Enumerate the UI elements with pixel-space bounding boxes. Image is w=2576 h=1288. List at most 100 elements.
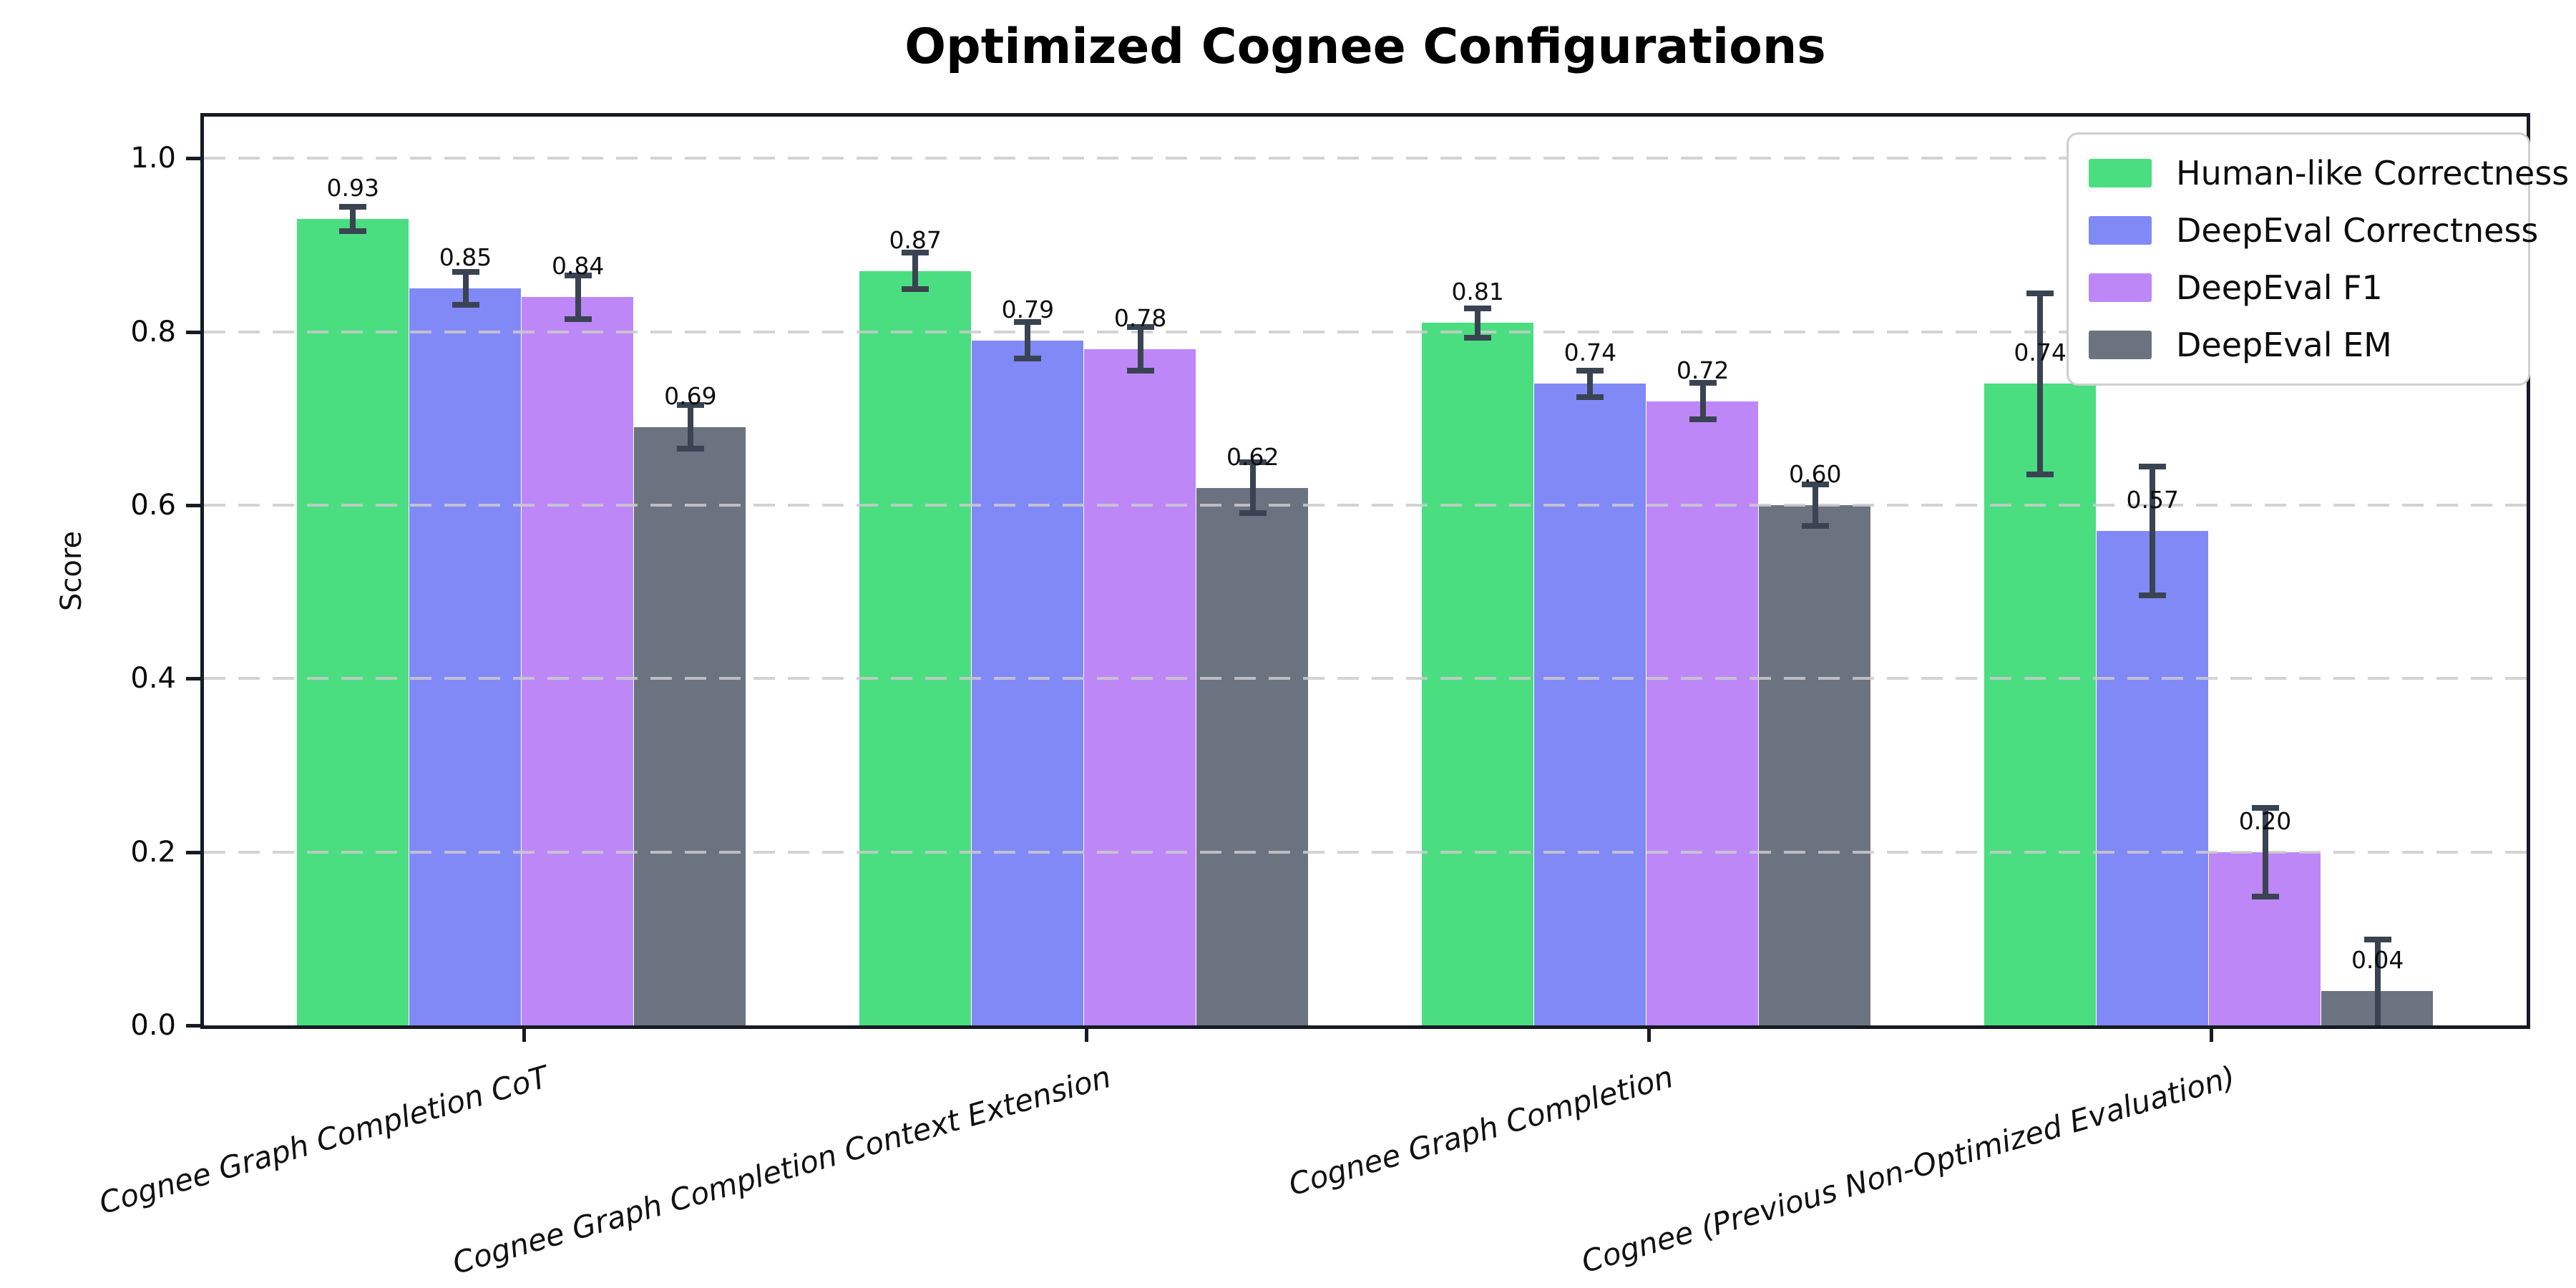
bar: [971, 340, 1083, 1025]
x-category-label-text: Cognee Graph Completion CoT: [95, 1059, 552, 1221]
error-bar-whisker: [2037, 293, 2044, 475]
x-tick-mark: [522, 1029, 527, 1042]
legend-label: Human-like Correctness: [2176, 154, 2570, 192]
x-tick-mark: [1085, 1029, 1088, 1042]
legend-item: DeepEval EM: [2089, 325, 2508, 365]
bar: [409, 288, 522, 1025]
x-tick-mark: [2209, 1029, 2213, 1042]
error-bar-whisker: [575, 274, 581, 320]
y-tick-mark: [186, 157, 200, 161]
y-axis-label: Score: [55, 530, 88, 612]
error-bar-whisker: [1699, 381, 1706, 421]
error-bar-cap-top: [339, 203, 367, 210]
error-bar-cap-top: [2251, 804, 2279, 811]
error-bar-cap-top: [2363, 936, 2391, 942]
bar: [296, 219, 409, 1025]
error-bar-cap-top: [1126, 324, 1154, 331]
error-bar-cap-bottom: [564, 316, 592, 322]
y-tick-mark: [186, 1024, 200, 1028]
error-bar-cap-top: [676, 402, 704, 409]
legend-swatch: [2089, 216, 2152, 245]
bar: [859, 270, 971, 1025]
bar: [1984, 384, 2096, 1025]
bar-value-label: 0.74: [2014, 338, 2067, 367]
bar: [1646, 401, 1759, 1025]
legend-label: DeepEval EM: [2176, 326, 2392, 364]
error-bar-cap-bottom: [2026, 471, 2054, 477]
bar: [1084, 348, 1196, 1025]
gridline: [204, 330, 2527, 333]
error-bar-cap-top: [1464, 305, 1492, 311]
bar-value-label: 0.72: [1676, 356, 1729, 384]
bar: [2096, 531, 2208, 1025]
bar-value-label: 0.20: [2238, 806, 2292, 835]
error-bar-whisker: [687, 404, 693, 450]
y-tick-mark: [186, 503, 200, 507]
bar: [522, 297, 634, 1025]
chart-title: Optimized Cognee Configurations: [904, 19, 1826, 75]
error-bar-whisker: [2374, 938, 2381, 1025]
error-bar-whisker: [2262, 806, 2268, 897]
bar-value-label: 0.69: [664, 381, 717, 410]
error-bar-cap-top: [1689, 379, 1717, 386]
error-bar-whisker: [2150, 466, 2156, 597]
error-bar-cap-bottom: [2139, 592, 2167, 599]
error-bar-whisker: [1812, 483, 1818, 527]
error-bar-cap-bottom: [452, 302, 479, 308]
error-bar-whisker: [1249, 462, 1256, 514]
error-bar-cap-bottom: [1464, 335, 1492, 341]
bar: [1196, 487, 1309, 1025]
bar-value-label: 0.79: [1001, 295, 1055, 323]
gridline: [204, 503, 2527, 507]
x-category-label-text: Cognee Graph Completion: [1284, 1059, 1677, 1203]
y-tick-label: 0.8: [130, 315, 176, 348]
legend-item: Human-like Correctness: [2089, 153, 2569, 193]
bar: [1421, 323, 1533, 1025]
y-tick-label: 0.0: [130, 1009, 176, 1042]
error-bar-cap-top: [2026, 291, 2054, 296]
legend-label: DeepEval F1: [2176, 268, 2383, 307]
bar: [1533, 384, 1646, 1025]
error-bar-cap-top: [452, 268, 479, 275]
x-tick-mark: [1647, 1029, 1651, 1042]
bar-value-label: 0.78: [1113, 303, 1167, 332]
gridline: [204, 677, 2527, 680]
y-tick-label: 0.6: [130, 488, 176, 522]
legend-swatch: [2089, 159, 2152, 187]
y-tick-label: 0.2: [130, 835, 176, 869]
error-bar-whisker: [350, 205, 356, 233]
legend-item: DeepEval Correctness: [2089, 210, 2538, 250]
bar-value-label: 0.81: [1451, 278, 1504, 306]
error-bar-whisker: [1587, 369, 1594, 398]
bar: [634, 426, 746, 1025]
bar-value-label: 0.84: [551, 252, 605, 280]
y-tick-mark: [186, 330, 200, 334]
error-bar-cap-top: [1239, 459, 1267, 466]
bar-value-label: 0.93: [326, 174, 380, 202]
bar: [1759, 504, 1871, 1025]
legend-swatch: [2089, 273, 2152, 302]
bar-value-label: 0.62: [1226, 442, 1279, 471]
error-bar-whisker: [462, 270, 469, 306]
error-bar-cap-bottom: [1801, 523, 1829, 530]
bar-value-label: 0.87: [889, 225, 942, 254]
error-bar-cap-bottom: [676, 446, 704, 452]
gridline: [204, 157, 2527, 160]
error-bar-cap-top: [564, 272, 592, 278]
error-bar-cap-top: [2139, 464, 2167, 470]
error-bar-cap-bottom: [1126, 368, 1154, 374]
error-bar-whisker: [1475, 307, 1481, 339]
error-bar-cap-bottom: [339, 228, 367, 235]
bar-value-label: 0.85: [439, 243, 492, 271]
error-bar-cap-top: [1014, 319, 1042, 325]
error-bar-cap-bottom: [1014, 356, 1042, 362]
error-bar-cap-bottom: [1239, 510, 1267, 516]
gridline: [204, 850, 2527, 854]
legend-item: DeepEval F1: [2089, 268, 2508, 308]
bar-value-label: 0.74: [1563, 338, 1617, 367]
y-tick-label: 1.0: [130, 142, 176, 175]
error-bar-cap-bottom: [902, 286, 930, 293]
legend-swatch: [2089, 331, 2152, 359]
y-tick-mark: [186, 677, 200, 681]
error-bar-whisker: [1137, 326, 1143, 372]
